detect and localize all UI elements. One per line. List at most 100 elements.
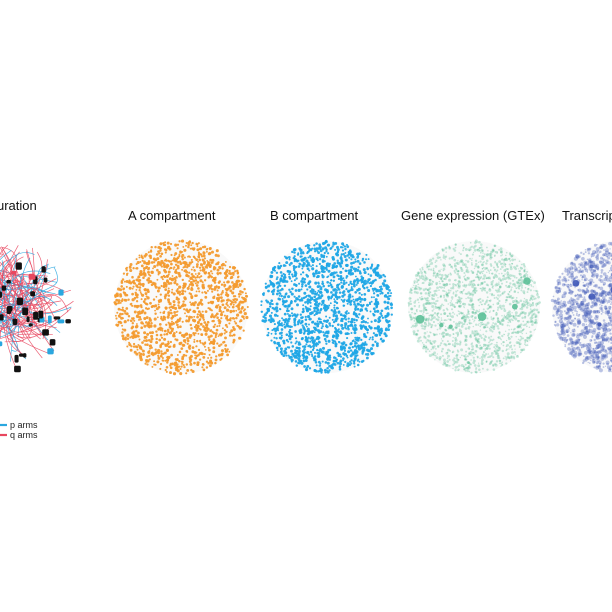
cloud-dot [487, 276, 491, 280]
cloud-dot [266, 334, 270, 337]
cloud-dot [157, 356, 160, 359]
cloud-dot [464, 292, 467, 295]
cloud-dot [214, 305, 218, 309]
cloud-dot [500, 364, 503, 367]
cloud-dot [562, 322, 567, 327]
cloud-dot [239, 293, 242, 296]
cloud-dot [150, 270, 154, 274]
cloud-dot [481, 278, 484, 280]
cloud-dot [485, 300, 488, 304]
cloud-dot [475, 344, 478, 347]
cloud-dot [520, 286, 524, 289]
cloud-dot [490, 283, 493, 286]
cloud-dot [367, 278, 371, 282]
cloud-dot [160, 336, 164, 339]
cloud-dot [185, 244, 187, 247]
cloud-dot [421, 342, 424, 344]
cloud-dot [352, 280, 356, 284]
cloud-dot [243, 317, 245, 320]
cloud-dot [510, 254, 513, 258]
cloud-dot [320, 327, 323, 330]
cloud-dot [314, 358, 317, 362]
cloud-dot [322, 331, 325, 334]
cloud-dot [574, 309, 577, 312]
cloud-dot [516, 320, 519, 322]
cloud-dot [462, 315, 466, 319]
cloud-dot [456, 301, 459, 303]
cloud-dot [194, 294, 197, 297]
cloud-dot [485, 299, 489, 302]
cloud-dot [384, 275, 387, 278]
cloud-dot [453, 362, 456, 365]
cloud-dot [525, 332, 528, 335]
cloud-dot [268, 318, 271, 322]
arm-line [0, 264, 12, 295]
cloud-dot [513, 309, 516, 311]
cloud-dot [489, 255, 492, 258]
cloud-dot [164, 359, 167, 362]
cloud-dot [291, 287, 294, 291]
cloud-dot [436, 306, 439, 309]
cloud-dot [525, 325, 528, 328]
cloud-dot [283, 284, 287, 288]
cloud-dot [459, 260, 462, 264]
cloud-dot [170, 323, 174, 326]
cloud-dot [128, 265, 132, 269]
cloud-dot [463, 366, 465, 368]
cloud-dot [320, 371, 323, 374]
cloud-dot [467, 277, 469, 280]
cloud-dot [474, 337, 478, 341]
cloud-dot [437, 306, 440, 308]
cloud-dot [479, 347, 482, 350]
cloud-dot [200, 333, 204, 337]
cloud-dot [173, 303, 176, 307]
cloud-dot [455, 322, 458, 326]
cloud-dot [491, 248, 495, 252]
cloud-dot [599, 340, 604, 346]
cloud-dot [378, 286, 381, 288]
cloud-dot [444, 364, 448, 367]
cloud-dot [166, 275, 169, 278]
arm-line [0, 287, 46, 302]
cloud-dot [317, 251, 321, 255]
cloud-dot [481, 282, 484, 285]
cloud-dot [216, 325, 219, 328]
cloud-dot [344, 318, 348, 321]
cloud-dot [484, 323, 488, 327]
cloud-dot [380, 329, 384, 333]
cloud-dot [480, 248, 484, 252]
cloud-dot [174, 270, 178, 275]
cloud-dot [508, 325, 511, 327]
cloud-dot [340, 255, 343, 258]
cloud-dot [342, 290, 346, 293]
cloud-dot [306, 243, 310, 247]
cloud-dot [410, 287, 412, 290]
cloud-dot [424, 270, 427, 274]
cloud-dot [243, 312, 247, 316]
cloud-dot [157, 261, 161, 265]
cloud-dot [305, 336, 307, 338]
cloud-dot [468, 322, 471, 325]
cloud-dot [464, 320, 467, 323]
cloud-dot [420, 287, 423, 290]
cloud-dot [477, 324, 480, 326]
cloud-dot [485, 259, 489, 262]
cloud-dot [528, 336, 531, 339]
cloud-dot [589, 320, 592, 323]
cloud-dot [488, 307, 490, 310]
cloud-dot [273, 313, 278, 317]
cloud-dot [468, 362, 472, 366]
cloud-dot [268, 314, 273, 318]
cloud-dot [418, 286, 421, 289]
cloud-dot [414, 322, 416, 325]
cloud-dot [461, 318, 463, 320]
cloud-dot [520, 323, 523, 326]
cloud-dot [472, 361, 476, 365]
cloud-dot [525, 323, 528, 325]
cloud-dot [454, 243, 457, 246]
a-compartment-panel: A compartment [113, 208, 249, 376]
cloud-dot [519, 330, 523, 334]
cloud-dot [331, 273, 334, 276]
cloud-dot [118, 315, 121, 318]
cloud-dot [221, 303, 225, 307]
